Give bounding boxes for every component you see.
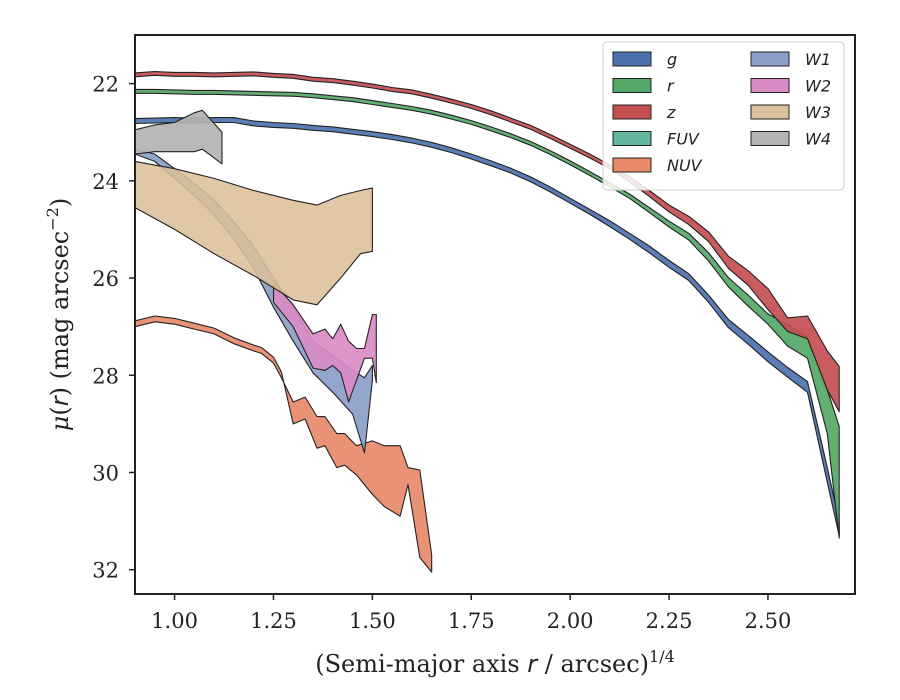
legend-item-r: r	[612, 77, 675, 96]
axes-layer: 1.00 1.25 1.50 1.75 2.00 2.25 2.50 22 24 26 28 30 32…	[43, 34, 856, 678]
y-tick-label: 28	[92, 364, 119, 388]
legend-label: NUV	[667, 156, 703, 175]
legend-label: W2	[805, 77, 831, 96]
x-tick-label: 1.50	[349, 609, 396, 633]
x-tick-label: 2.25	[646, 609, 693, 633]
legend-item-w2: W2	[750, 77, 831, 96]
band-nuv	[135, 315, 433, 573]
legend-label: FUV	[667, 130, 700, 149]
legend-swatch	[750, 104, 790, 120]
y-tick-label: 24	[92, 170, 119, 194]
legend-swatch	[750, 131, 790, 146]
legend-label: z	[666, 103, 676, 122]
x-tick-label: 2.00	[547, 609, 594, 633]
legend-swatch	[612, 157, 652, 173]
legend-item-w4: W4	[750, 130, 831, 149]
y-tick-label: 30	[92, 461, 119, 485]
legend: grz FUV NUV W1 W2 W3 W4	[602, 41, 845, 191]
y-tick-label: 22	[92, 73, 119, 97]
y-axis-title: μ(r) (mag arcsec−2)	[43, 198, 74, 431]
legend-swatch	[750, 51, 790, 67]
band-w3	[135, 160, 373, 306]
profile-bands-layer	[135, 70, 840, 573]
x-axis-title: (Semi-major axis r / arcsec)1/4	[315, 647, 675, 678]
x-tick-label: 2.50	[745, 609, 792, 633]
band-r	[135, 88, 840, 539]
legend-label: W3	[805, 103, 831, 122]
legend-item-w3: W3	[750, 103, 831, 122]
legend-label: W1	[805, 50, 831, 69]
legend-label: g	[667, 50, 677, 69]
x-tick-label: 1.00	[151, 609, 198, 633]
x-tick-label: 1.75	[448, 609, 495, 633]
band-z	[135, 70, 840, 413]
y-tick-label: 26	[92, 267, 119, 291]
plot-frame	[134, 34, 856, 595]
legend-item-nuv: NUV	[612, 156, 703, 175]
legend-item-z: z	[612, 103, 676, 122]
legend-swatch	[612, 104, 652, 120]
y-tick-label: 32	[92, 559, 119, 583]
legend-swatch	[612, 51, 652, 67]
band-w2	[272, 282, 377, 403]
legend-swatch	[612, 131, 652, 146]
legend-item-w1: W1	[750, 50, 831, 69]
legend-swatch	[750, 78, 790, 93]
legend-label: W4	[805, 130, 831, 149]
legend-item-fuv: FUV	[612, 130, 700, 149]
x-tick-label: 1.25	[250, 609, 297, 633]
legend-label: r	[667, 77, 675, 96]
legend-item-g: g	[612, 50, 677, 69]
band-w4	[135, 109, 223, 165]
legend-swatch	[612, 78, 652, 93]
